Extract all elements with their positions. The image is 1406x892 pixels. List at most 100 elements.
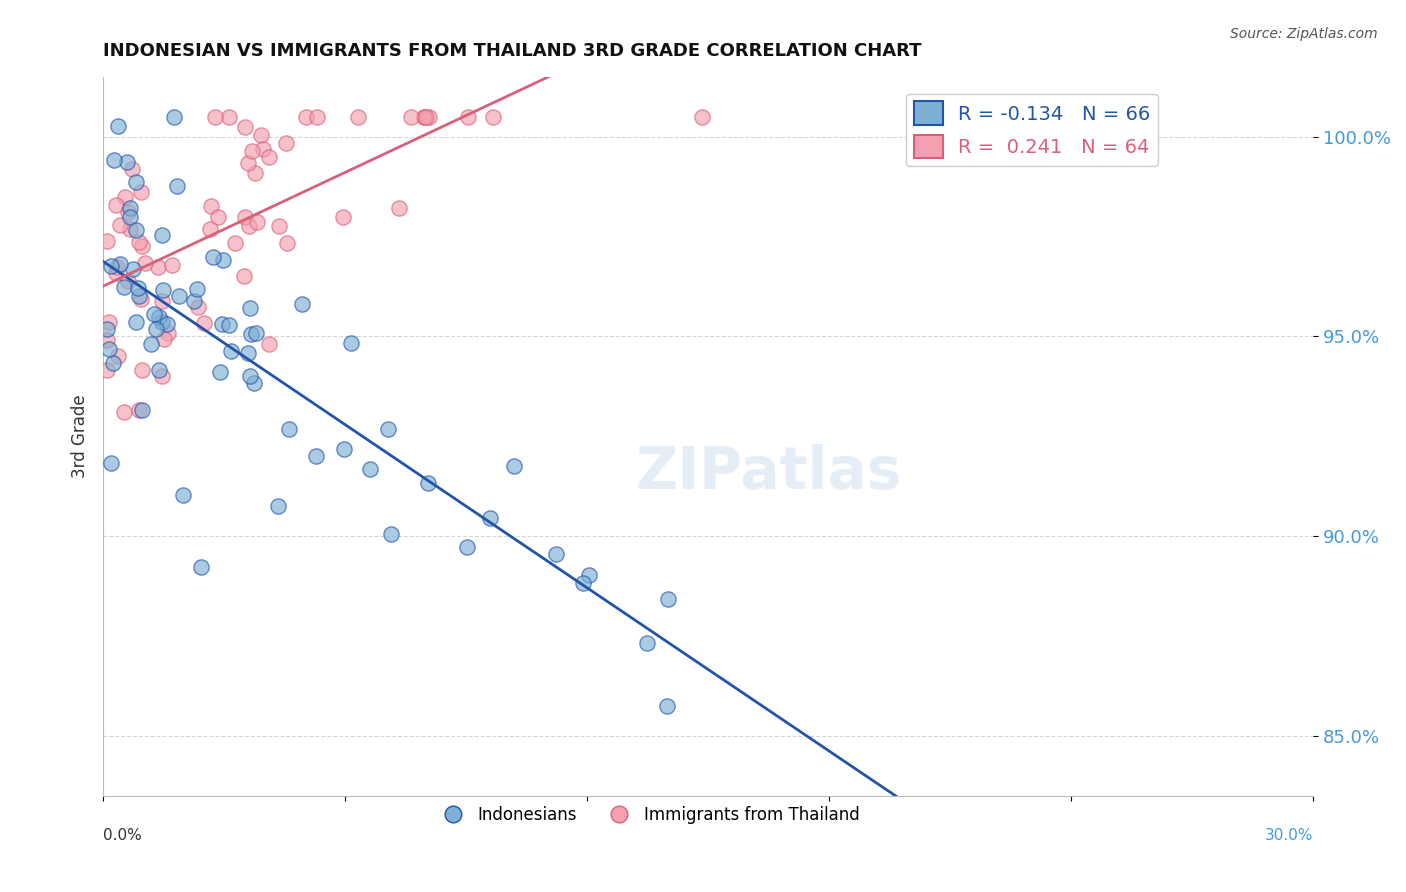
Point xyxy=(239,301,262,316)
Point xyxy=(207,210,229,224)
Point xyxy=(96,321,118,335)
Point xyxy=(141,337,163,351)
Point xyxy=(240,144,263,158)
Point xyxy=(156,318,179,332)
Point xyxy=(238,156,260,170)
Point xyxy=(103,153,125,168)
Point xyxy=(152,283,174,297)
Point xyxy=(97,342,120,356)
Point xyxy=(294,110,316,124)
Point xyxy=(278,422,301,436)
Point xyxy=(120,210,142,224)
Point xyxy=(134,255,156,269)
Point xyxy=(346,110,368,124)
Point xyxy=(291,296,314,310)
Point xyxy=(243,376,266,391)
Point xyxy=(101,356,124,370)
Point xyxy=(150,294,173,309)
Point xyxy=(114,190,136,204)
Point xyxy=(131,363,153,377)
Point xyxy=(152,332,174,346)
Point xyxy=(120,222,142,236)
Point xyxy=(125,315,148,329)
Point xyxy=(204,110,226,124)
Text: 30.0%: 30.0% xyxy=(1265,828,1313,843)
Point xyxy=(131,292,153,306)
Point xyxy=(399,110,422,124)
Point xyxy=(457,110,479,124)
Point xyxy=(96,334,118,348)
Point xyxy=(238,219,260,233)
Point xyxy=(128,235,150,249)
Point xyxy=(193,316,215,330)
Point xyxy=(122,261,145,276)
Point xyxy=(249,128,271,142)
Point xyxy=(388,201,411,215)
Point xyxy=(218,318,240,332)
Point xyxy=(198,222,221,236)
Point xyxy=(117,275,139,289)
Text: 0.0%: 0.0% xyxy=(103,828,142,843)
Point xyxy=(544,547,567,561)
Point xyxy=(98,315,121,329)
Point xyxy=(246,215,269,229)
Point xyxy=(107,120,129,134)
Point xyxy=(245,326,267,341)
Point xyxy=(131,185,153,199)
Point xyxy=(636,636,658,650)
Point xyxy=(304,449,326,463)
Point xyxy=(120,201,142,215)
Point xyxy=(578,567,600,582)
Point xyxy=(131,238,153,252)
Point xyxy=(202,251,225,265)
Point xyxy=(413,110,436,124)
Point xyxy=(156,326,179,340)
Point xyxy=(456,540,478,554)
Point xyxy=(190,559,212,574)
Text: ZIPatlas: ZIPatlas xyxy=(636,443,903,500)
Point xyxy=(131,402,153,417)
Point xyxy=(572,576,595,591)
Point xyxy=(259,336,281,351)
Point xyxy=(416,475,439,490)
Point xyxy=(108,218,131,232)
Text: INDONESIAN VS IMMIGRANTS FROM THAILAND 3RD GRADE CORRELATION CHART: INDONESIAN VS IMMIGRANTS FROM THAILAND 3… xyxy=(103,42,921,60)
Point xyxy=(145,322,167,336)
Point xyxy=(413,110,436,124)
Point xyxy=(257,150,280,164)
Point xyxy=(166,178,188,193)
Point xyxy=(233,269,256,284)
Point xyxy=(267,499,290,513)
Point xyxy=(333,442,356,456)
Point xyxy=(233,210,256,224)
Point xyxy=(418,110,440,124)
Point xyxy=(267,219,290,233)
Point xyxy=(127,280,149,294)
Point xyxy=(252,142,274,156)
Point xyxy=(479,510,502,524)
Point xyxy=(112,404,135,418)
Point xyxy=(143,307,166,321)
Point xyxy=(186,282,208,296)
Point xyxy=(148,310,170,324)
Point xyxy=(105,260,128,274)
Point xyxy=(107,349,129,363)
Point xyxy=(359,462,381,476)
Point xyxy=(124,223,146,237)
Point xyxy=(187,300,209,314)
Point xyxy=(105,267,128,281)
Point xyxy=(218,110,240,124)
Point xyxy=(96,363,118,377)
Point xyxy=(340,336,363,351)
Point xyxy=(377,422,399,436)
Point xyxy=(276,236,298,251)
Point xyxy=(219,344,242,359)
Legend: Indonesians, Immigrants from Thailand: Indonesians, Immigrants from Thailand xyxy=(429,799,866,830)
Point xyxy=(211,317,233,331)
Point xyxy=(150,368,173,383)
Point xyxy=(482,110,505,124)
Point xyxy=(224,235,246,250)
Point xyxy=(146,260,169,275)
Point xyxy=(163,110,186,124)
Point xyxy=(172,488,194,502)
